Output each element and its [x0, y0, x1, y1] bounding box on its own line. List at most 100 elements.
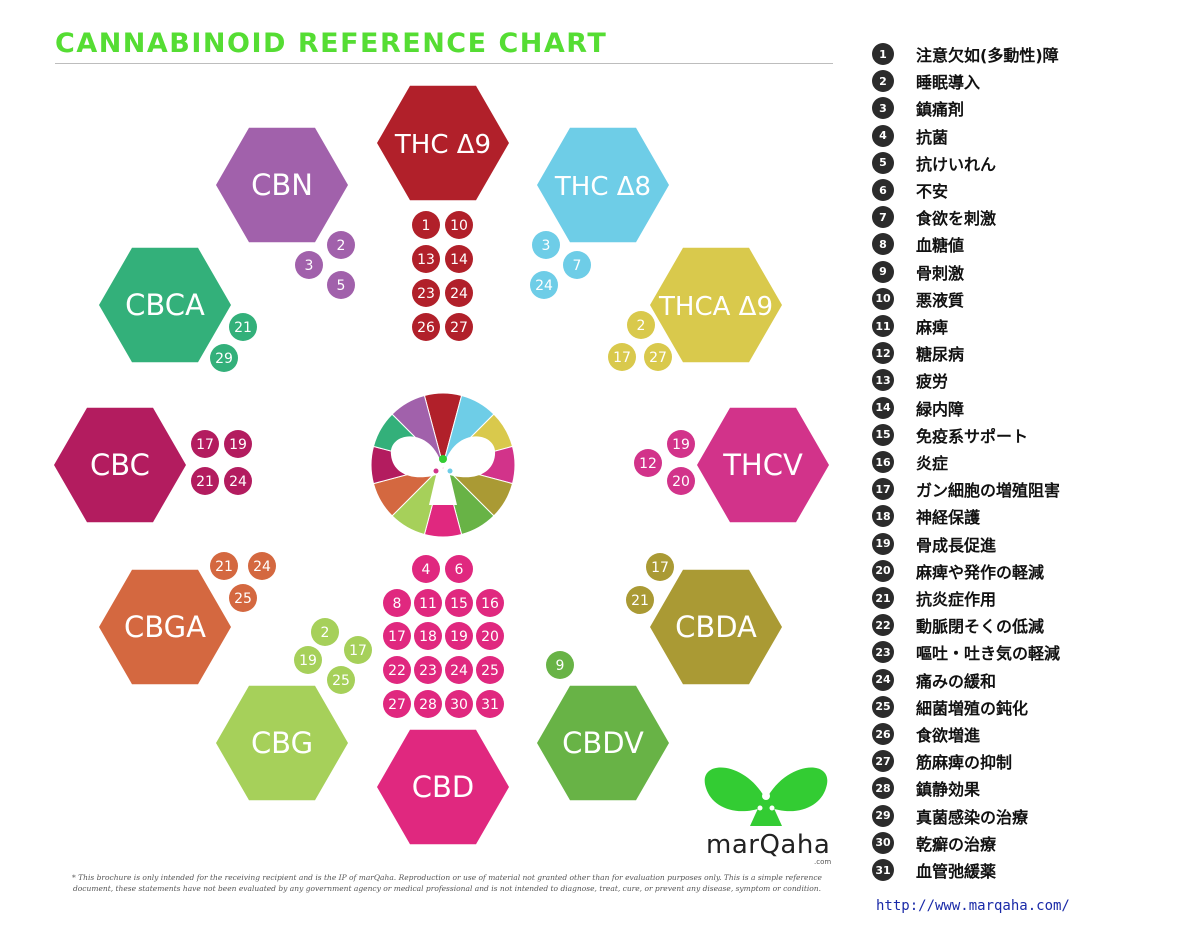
legend-label: 緑内障	[916, 399, 965, 419]
hexagon-thcv: THCV	[697, 407, 829, 523]
effect-bubble: 25	[327, 666, 355, 694]
hexagon-cbd: CBD	[377, 729, 509, 845]
legend-number: 6	[872, 179, 894, 201]
hexagon-label: CBCA	[125, 288, 205, 322]
effect-bubble-number: 2	[321, 625, 330, 641]
effect-bubble: 13	[412, 245, 440, 273]
hexagon-cbn: CBN	[216, 127, 348, 243]
effect-bubble-number: 20	[481, 629, 499, 645]
legend-item-9: 9 骨刺激	[872, 260, 964, 284]
effect-bubble-number: 8	[393, 596, 402, 612]
effect-bubble: 17	[383, 622, 411, 650]
legend-label: 痛みの緩和	[916, 671, 997, 691]
effect-bubble-circle	[294, 646, 322, 674]
effect-bubble-number: 30	[450, 697, 468, 713]
logo-wing-left	[704, 767, 766, 812]
legend-item-1: 1 注意欠如(多動性)障	[872, 42, 1059, 66]
effect-bubble-number: 3	[305, 258, 314, 274]
legend-number: 12	[872, 342, 894, 365]
effect-bubble: 30	[445, 690, 473, 718]
logo-dot	[769, 805, 775, 811]
effect-bubble-circle	[229, 584, 257, 612]
effect-bubble-number: 17	[388, 629, 406, 645]
legend-label: 麻痺	[916, 318, 949, 337]
effect-bubble-circle	[295, 251, 323, 279]
effect-bubble-number: 22	[388, 663, 406, 679]
legend-label: 真菌感染の治療	[916, 807, 1029, 827]
effect-bubble: 5	[327, 271, 355, 299]
effect-bubble-circle	[476, 589, 504, 617]
legend-label: 鎮静効果	[916, 780, 981, 800]
effect-bubble: 26	[412, 313, 440, 341]
effect-bubble: 20	[476, 622, 504, 650]
effect-bubble-number: 7	[573, 258, 582, 274]
effect-bubble: 31	[476, 690, 504, 718]
effect-bubble-circle	[248, 552, 276, 580]
effect-bubble: 2	[627, 311, 655, 339]
effect-bubble-circle	[414, 589, 442, 617]
effect-bubble-circle	[644, 343, 672, 371]
legend-number: 20	[872, 559, 894, 582]
effect-bubble: 17	[191, 430, 219, 458]
effect-bubble-circle	[327, 666, 355, 694]
effect-bubble: 21	[626, 586, 654, 614]
effect-bubble-number: 4	[422, 562, 431, 578]
effect-bubble-number: 13	[417, 252, 435, 268]
legend-label: 抗けいれん	[916, 154, 997, 174]
legend-label: 不安	[916, 182, 949, 201]
effect-bubble: 19	[667, 430, 695, 458]
effect-bubble: 21	[191, 467, 219, 495]
legend-label: 血糖値	[916, 236, 965, 256]
hexagon-shape	[537, 127, 669, 243]
hexagon-label: THC Δ8	[554, 172, 651, 202]
hexagon-label: CBGA	[124, 610, 206, 644]
effect-bubble-number: 11	[419, 596, 437, 612]
effect-bubble-circle	[412, 313, 440, 341]
effect-bubble-number: 27	[388, 697, 406, 713]
legend-label: 血管弛緩薬	[916, 862, 997, 881]
hexagon-label: CBD	[412, 770, 474, 804]
effect-bubble-number: 2	[337, 238, 346, 254]
effect-bubble-circle	[224, 467, 252, 495]
legend-number: 10	[872, 287, 894, 310]
effect-bubble-number: 17	[613, 350, 631, 366]
website-link[interactable]: http://www.marqaha.com/	[876, 898, 1070, 914]
hexagon-label: THC Δ9	[394, 130, 491, 160]
legend-item-12: 12 糖尿病	[872, 341, 964, 365]
effect-bubble-circle	[412, 279, 440, 307]
hexagon-shape	[99, 247, 231, 363]
legend-item-22: 22 動脈閉そくの低減	[872, 613, 1044, 637]
effect-bubble: 24	[445, 656, 473, 684]
effect-bubble: 4	[412, 555, 440, 583]
hexagon-cbc: CBC	[54, 407, 186, 523]
effect-bubble-circle	[626, 586, 654, 614]
effect-bubble: 15	[445, 589, 473, 617]
effect-bubble-circle	[445, 589, 473, 617]
legend-item-15: 15 免疫系サポート	[872, 423, 1028, 447]
legend-label: 骨刺激	[916, 263, 965, 283]
effect-bubble-circle	[327, 231, 355, 259]
effect-bubble: 19	[445, 622, 473, 650]
hexagon-label: THCA Δ9	[658, 292, 773, 322]
effect-bubble: 29	[210, 344, 238, 372]
legend-item-19: 19 骨成長促進	[872, 532, 996, 556]
disclaimer-text: * This brochure is only intended for the…	[72, 873, 822, 893]
legend-number: 15	[872, 423, 894, 446]
legend-item-7: 7 食欲を刺激	[872, 205, 996, 229]
effect-bubble-number: 15	[450, 596, 468, 612]
legend-number: 24	[872, 668, 894, 691]
legend-number: 5	[872, 151, 894, 174]
effect-bubble: 3	[532, 231, 560, 259]
effect-bubble-number: 21	[215, 559, 233, 575]
emblem-wing-left	[390, 436, 443, 478]
hexagon-shape	[216, 685, 348, 801]
legend-number: 27	[872, 750, 894, 773]
effect-bubble-circle	[412, 555, 440, 583]
emblem-dot	[439, 455, 447, 463]
legend-item-8: 8 血糖値	[872, 232, 964, 256]
emblem-dot	[447, 468, 453, 474]
effect-bubble-number: 9	[556, 658, 565, 674]
legend-number: 4	[872, 124, 894, 147]
legend-number: 11	[872, 315, 894, 337]
effect-bubble-circle	[445, 211, 473, 239]
